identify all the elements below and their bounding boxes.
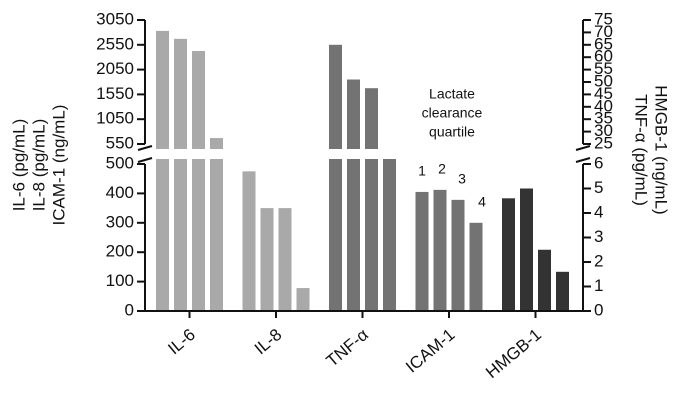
bar	[192, 51, 205, 311]
bar	[502, 198, 515, 311]
y2-tick-label: 6	[594, 153, 603, 172]
y-tick-label: 1550	[96, 84, 134, 103]
y-tick-label: 100	[106, 271, 134, 290]
y2-tick-label: 3	[594, 227, 603, 246]
bar	[296, 288, 310, 311]
annotation: clearance	[422, 105, 483, 121]
y2-tick-label: 5	[594, 178, 603, 197]
x-tick-label: IL-6	[164, 325, 199, 358]
annotation: Lactate	[429, 86, 475, 102]
y-tick-label: 1050	[96, 109, 134, 128]
y-tick-label: 500	[106, 153, 134, 172]
y2-tick-label: 55	[594, 59, 613, 78]
bar	[433, 189, 447, 311]
y-axis-label: ICAM-1 (ng/mL)	[49, 105, 68, 226]
y2-tick-label: 50	[594, 71, 613, 90]
bar	[156, 30, 169, 312]
y2-tick-label: 0	[594, 300, 603, 319]
annotation: quartile	[429, 124, 475, 140]
y2-tick-label: 60	[594, 47, 613, 66]
bar	[347, 79, 360, 312]
quartile-label: 3	[458, 171, 466, 187]
y-tick-label: 0	[125, 300, 134, 319]
bar	[329, 44, 342, 312]
y-tick-label: 2050	[96, 59, 134, 78]
y2-tick-label: 40	[594, 96, 613, 115]
x-tick-label: HMGB-1	[482, 325, 545, 382]
bar	[260, 208, 274, 311]
y2-tick-label: 30	[594, 121, 613, 140]
bar	[538, 249, 551, 311]
quartile-label: 2	[438, 161, 446, 177]
bar	[556, 271, 569, 311]
x-tick-label: IL-8	[251, 325, 286, 358]
bar	[210, 138, 223, 311]
quartile-label: 4	[478, 194, 486, 210]
axis-break	[135, 149, 593, 159]
break-mark	[137, 157, 153, 163]
break-mark	[575, 145, 591, 151]
bar	[469, 222, 483, 311]
y2-tick-label: 75	[594, 9, 613, 28]
y2-axis-label: HMGB-1 (ng/mL)	[652, 85, 671, 214]
y-tick-label: 300	[106, 212, 134, 231]
y-tick-label: 200	[106, 242, 134, 261]
y2-tick-label: 4	[594, 202, 603, 221]
y-tick-label: 2550	[96, 34, 134, 53]
break-mark	[575, 157, 591, 163]
y-tick-label: 550	[106, 133, 134, 152]
y2-axis-label: TNF-α (pg/mL)	[632, 94, 651, 206]
bar	[365, 88, 378, 311]
y-axis-label: IL-6 (pg/mL)	[9, 119, 28, 212]
bar	[451, 199, 465, 311]
y-tick-label: 400	[106, 183, 134, 202]
bar	[383, 154, 396, 311]
bar	[174, 38, 187, 312]
y-tick-label: 3050	[96, 9, 134, 28]
x-tick-label: ICAM-1	[402, 325, 458, 377]
x-tick-label: TNF-α	[323, 325, 373, 371]
y2-tick-label: 25	[594, 133, 613, 152]
bar	[520, 188, 533, 311]
bar	[415, 191, 429, 311]
bar	[242, 171, 256, 311]
y2-tick-label: 45	[594, 84, 613, 103]
y-axis-label: IL-8 (pg/mL)	[29, 119, 48, 212]
quartile-label: 1	[418, 163, 426, 179]
y2-tick-label: 70	[594, 22, 613, 41]
y2-tick-label: 35	[594, 109, 613, 128]
bar	[278, 208, 292, 311]
y2-tick-label: 1	[594, 276, 603, 295]
break-mark	[137, 145, 153, 151]
y2-tick-label: 2	[594, 251, 603, 270]
y2-tick-label: 65	[594, 34, 613, 53]
